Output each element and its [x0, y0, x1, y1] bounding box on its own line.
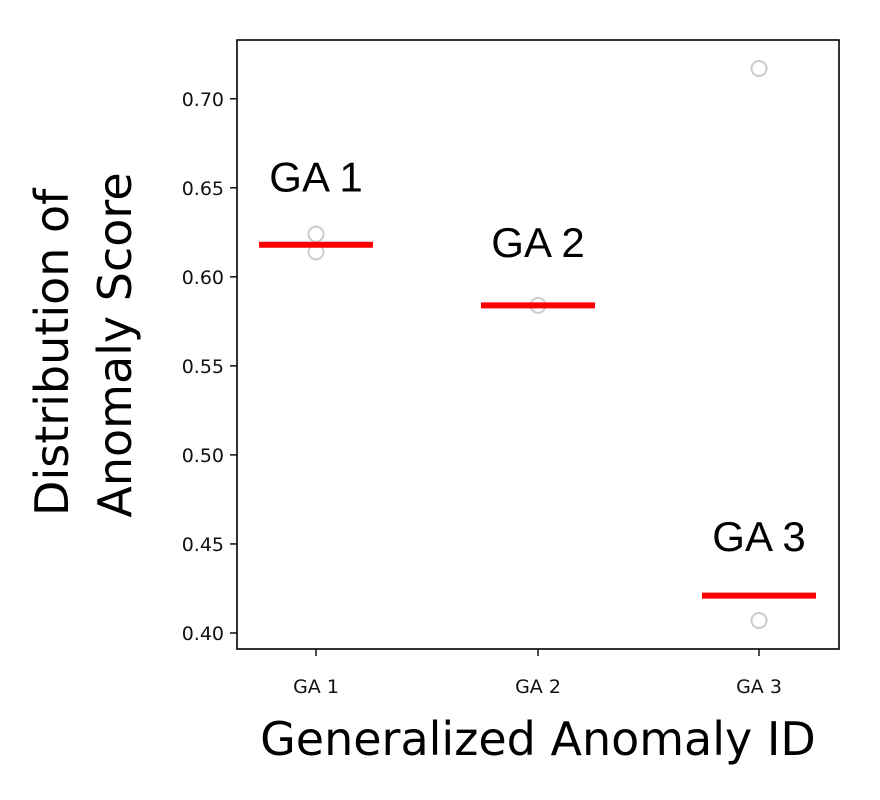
ga-annotation: GA 1: [269, 153, 362, 200]
x-tick-label: GA 3: [736, 676, 782, 698]
x-tick-label: GA 2: [515, 676, 561, 698]
chart-marks: GA 1 GA 2 GA 3: [259, 59, 816, 630]
ga-annotation: GA 3: [712, 513, 805, 560]
y-tick-label: 0.40: [182, 623, 224, 645]
y-tick-label: 0.55: [182, 356, 224, 378]
x-axis: GA 1 GA 2 GA 3: [293, 649, 782, 698]
y-axis-title-line-1: Distribution of: [25, 187, 79, 516]
x-tick-label: GA 1: [293, 676, 339, 698]
y-axis-title-line-2: Anomaly Score: [88, 172, 142, 517]
plot-area: [236, 39, 840, 650]
y-tick-label: 0.60: [182, 267, 224, 289]
y-tick-label: 0.65: [182, 178, 224, 200]
y-axis-title: Distribution of Anomaly Score: [25, 172, 142, 517]
y-tick-label: 0.70: [182, 89, 224, 111]
ga-annotation: GA 2: [491, 219, 584, 266]
y-axis: 0.40 0.45 0.50 0.55 0.60 0.65 0.70: [182, 89, 237, 645]
y-tick-label: 0.50: [182, 445, 224, 467]
y-tick-label: 0.45: [182, 534, 224, 556]
data-point: [750, 612, 768, 630]
data-point: [307, 225, 325, 243]
data-point: [750, 59, 768, 77]
x-axis-title: Generalized Anomaly ID: [260, 712, 816, 766]
